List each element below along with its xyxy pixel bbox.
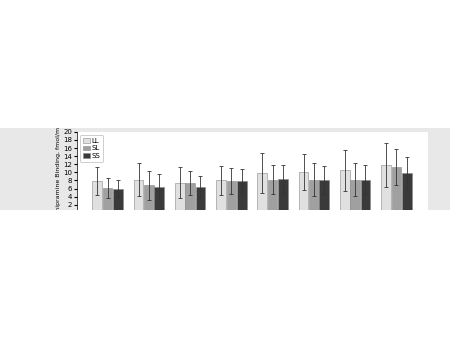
- Legend: LL, SL, SS: LL, SL, SS: [80, 135, 104, 162]
- Text: JN: JN: [16, 17, 24, 23]
- Bar: [92, 181, 102, 213]
- Bar: [309, 180, 319, 213]
- Bar: [237, 181, 247, 213]
- Bar: [134, 180, 144, 213]
- Circle shape: [0, 7, 164, 33]
- Bar: [278, 179, 288, 213]
- Bar: [226, 181, 236, 213]
- Bar: [113, 189, 123, 213]
- Bar: [340, 170, 350, 213]
- Text: Network: Network: [115, 13, 171, 26]
- Text: Mean ± SD serotonin transporter (5-HTT) binding in Brodmann areas in the prefron: Mean ± SD serotonin transporter (5-HTT) …: [9, 243, 450, 265]
- Text: Arch Gen Psychiatry. 2000;57(8):729-738. doi:10.1001/archpsyc.57.8.729: Arch Gen Psychiatry. 2000;57(8):729-738.…: [9, 104, 290, 113]
- Text: The: The: [45, 13, 72, 26]
- Bar: [299, 172, 308, 213]
- Bar: [320, 180, 329, 213]
- Bar: [196, 187, 205, 213]
- Bar: [154, 187, 164, 213]
- Bar: [381, 165, 391, 213]
- Bar: [185, 183, 195, 213]
- Bar: [350, 180, 360, 213]
- Bar: [216, 180, 226, 213]
- Bar: [268, 180, 278, 213]
- Bar: [392, 167, 401, 213]
- Bar: [175, 183, 184, 213]
- Bar: [103, 188, 112, 213]
- Bar: [360, 180, 370, 213]
- Text: From:: From:: [9, 49, 35, 58]
- Y-axis label: ³H-Cyanoimipramine Binding, fmol/mg Tissue: ³H-Cyanoimipramine Binding, fmol/mg Tiss…: [54, 101, 61, 244]
- Text: Major Depression and Suicide: Major Depression and Suicide: [9, 74, 150, 83]
- Text: Figure Legend:: Figure Legend:: [9, 224, 81, 233]
- Text: A Serotonin Transporter Gene Promoter Polymorphism (5-HTTLPR) and Prefrontal Cor: A Serotonin Transporter Gene Promoter Po…: [43, 49, 450, 58]
- Text: JAMA: JAMA: [73, 13, 110, 26]
- Bar: [144, 185, 154, 213]
- Bar: [257, 173, 267, 213]
- Bar: [402, 173, 412, 213]
- Text: Date of download:  10/15/2017: Date of download: 10/15/2017: [9, 316, 118, 322]
- X-axis label: Brodmann Area: Brodmann Area: [219, 226, 285, 235]
